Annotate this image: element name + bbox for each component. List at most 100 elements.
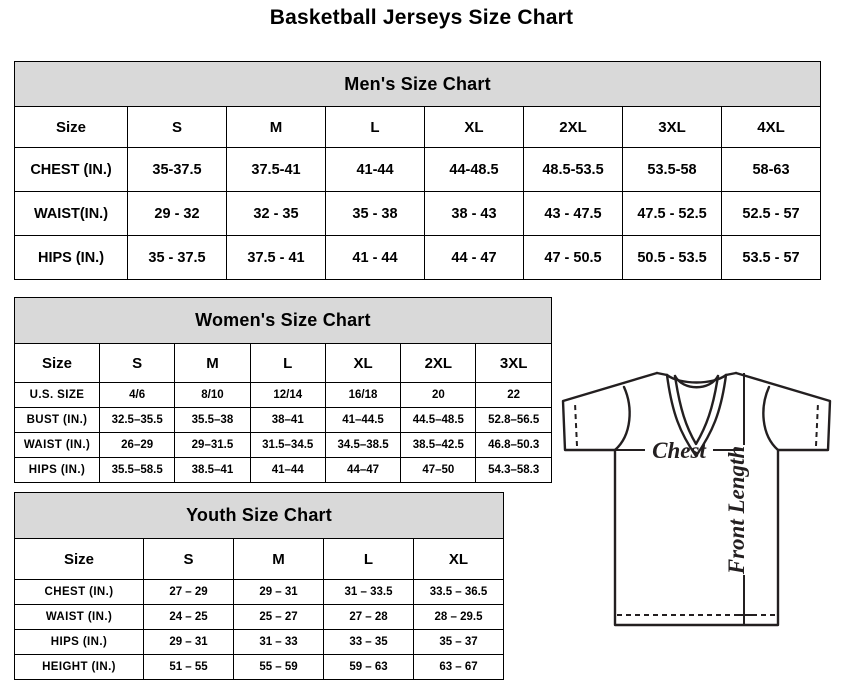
jersey-left-sleeve-hem-dash [574,402,578,447]
womens-ussize-xl: 16/18 [324,382,402,408]
mens-chest-l: 41-44 [325,147,425,192]
womens-waist-m: 29–31.5 [174,432,251,458]
womens-header-size: Size [14,343,100,383]
mens-waist-s: 29 - 32 [127,191,227,236]
youth-row-label-waist: WAIST (IN.) [14,604,144,630]
jersey-collar-arc-outer [665,373,728,384]
mens-chart-caption: Men's Size Chart [13,61,822,107]
mens-chest-2xl: 48.5-53.5 [523,147,623,192]
youth-row-label-height: HEIGHT (IN.) [14,654,144,680]
womens-waist-l: 31.5–34.5 [249,432,326,458]
jersey-left-shoulder [655,371,669,377]
youth-chart-header-row: Size S M L XL [14,538,504,580]
youth-row-label-hips: HIPS (IN.) [14,629,144,655]
womens-row-label-bust: BUST (IN.) [14,407,100,433]
youth-header-xl: XL [413,538,504,580]
mens-chest-3xl: 53.5-58 [622,147,722,192]
womens-ussize-2xl: 20 [400,382,477,408]
womens-hips-2xl: 47–50 [400,457,477,483]
youth-header-l: L [323,538,414,580]
womens-bust-s: 32.5–35.5 [98,407,176,433]
youth-chart-caption: Youth Size Chart [14,492,504,539]
womens-header-3xl: 3XL [475,343,552,383]
mens-waist-3xl: 47.5 - 52.5 [622,191,722,236]
womens-hips-s: 35.5–58.5 [98,457,176,483]
mens-hips-l: 41 - 44 [325,235,425,280]
womens-size-chart-table: Women's Size Chart Size S M L XL 2XL 3XL… [14,297,552,483]
table-row: HIPS (IN.) 29 – 31 31 – 33 33 – 35 35 – … [14,629,504,655]
mens-hips-s: 35 - 37.5 [127,235,227,280]
mens-chest-m: 37.5-41 [226,147,326,192]
table-row: HIPS (IN.) 35.5–58.5 38.5–41 41–44 44–47… [14,457,552,483]
mens-chart-header-row: Size S M L XL 2XL 3XL 4XL [14,106,822,148]
table-row: WAIST (IN.) 26–29 29–31.5 31.5–34.5 34.5… [14,432,552,458]
jersey-left-sleeve [561,371,659,452]
youth-chest-s: 27 – 29 [143,579,234,605]
mens-header-3xl: 3XL [622,106,722,148]
youth-waist-xl: 28 – 29.5 [413,604,504,630]
mens-size-chart-table: Men's Size Chart Size S M L XL 2XL 3XL 4… [13,61,822,280]
womens-bust-xl: 41–44.5 [324,407,402,433]
womens-bust-l: 38–41 [249,407,326,433]
jersey-right-sleeve-hem-dash [815,402,819,447]
womens-chart-caption-row: Women's Size Chart [14,297,552,344]
youth-height-xl: 63 – 67 [413,654,504,680]
mens-chest-4xl: 58-63 [720,147,822,192]
table-row: CHEST (IN.) 27 – 29 29 – 31 31 – 33.5 33… [14,579,504,605]
mens-header-2xl: 2XL [523,106,623,148]
womens-row-label-waist: WAIST (IN.) [14,432,100,458]
mens-chest-s: 35-37.5 [127,147,227,192]
womens-chart-caption: Women's Size Chart [14,297,552,344]
womens-waist-s: 26–29 [98,432,176,458]
youth-height-m: 55 – 59 [233,654,324,680]
youth-waist-l: 27 – 28 [323,604,414,630]
jersey-left-armhole [613,385,631,452]
table-row: WAIST (IN.) 24 – 25 25 – 27 27 – 28 28 –… [14,604,504,630]
jersey-right-armhole [762,385,780,452]
jersey-measurement-diagram: Chest Front Length [520,345,840,645]
jersey-vneck-outer [665,373,728,458]
mens-row-label-waist: WAIST(IN.) [14,191,128,236]
womens-row-label-us-size: U.S. SIZE [14,382,100,408]
mens-waist-m: 32 - 35 [226,191,326,236]
mens-row-label-hips: HIPS (IN.) [14,235,128,280]
youth-waist-m: 25 – 27 [233,604,324,630]
mens-header-xl: XL [424,106,524,148]
table-row: BUST (IN.) 32.5–35.5 35.5–38 38–41 41–44… [14,407,552,433]
youth-hips-l: 33 – 35 [323,629,414,655]
jersey-right-sleeve [734,371,832,452]
youth-waist-s: 24 – 25 [143,604,234,630]
mens-chest-xl: 44-48.5 [424,147,524,192]
youth-chest-xl: 33.5 – 36.5 [413,579,504,605]
chest-label: Chest [652,438,706,463]
youth-header-size: Size [14,538,144,580]
youth-hips-m: 31 – 33 [233,629,324,655]
womens-waist-xl: 34.5–38.5 [324,432,402,458]
mens-waist-2xl: 43 - 47.5 [523,191,623,236]
mens-header-m: M [226,106,326,148]
youth-row-label-chest: CHEST (IN.) [14,579,144,605]
mens-hips-4xl: 53.5 - 57 [720,235,822,280]
youth-chart-caption-row: Youth Size Chart [14,492,504,539]
page-title: Basketball Jerseys Size Chart [269,6,574,29]
mens-chart-caption-row: Men's Size Chart [13,61,822,107]
youth-chest-l: 31 – 33.5 [323,579,414,605]
table-row: U.S. SIZE 4/6 8/10 12/14 16/18 20 22 [14,382,552,408]
womens-hips-m: 38.5–41 [174,457,251,483]
youth-chest-m: 29 – 31 [233,579,324,605]
jersey-right-shoulder [724,371,738,377]
womens-ussize-l: 12/14 [249,382,326,408]
womens-header-l: L [249,343,326,383]
jersey-body-outline [613,448,780,627]
mens-header-s: S [127,106,227,148]
mens-waist-xl: 38 - 43 [424,191,524,236]
womens-chart-header-row: Size S M L XL 2XL 3XL [14,343,552,383]
table-row: HIPS (IN.) 35 - 37.5 37.5 - 41 41 - 44 4… [14,235,822,280]
youth-header-s: S [143,538,234,580]
table-row: CHEST (IN.) 35-37.5 37.5-41 41-44 44-48.… [14,147,822,192]
mens-row-label-chest: CHEST (IN.) [14,147,128,192]
womens-hips-3xl: 54.3–58.3 [475,457,552,483]
youth-header-m: M [233,538,324,580]
jersey-vneck-inner [673,374,720,446]
mens-hips-2xl: 47 - 50.5 [523,235,623,280]
